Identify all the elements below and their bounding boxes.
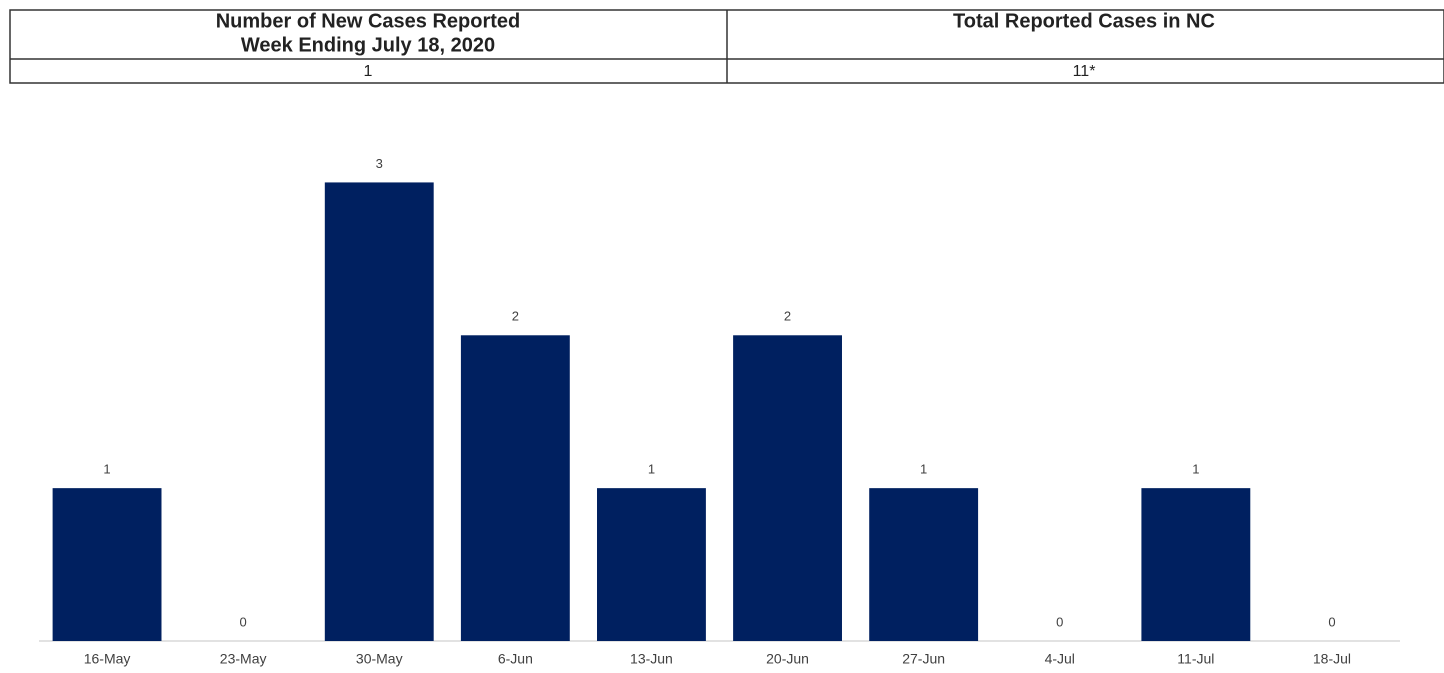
data-label: 0: [1328, 614, 1335, 629]
x-tick-label: 11-Jul: [1177, 651, 1214, 667]
data-label: 0: [1056, 614, 1063, 629]
data-label: 2: [784, 309, 791, 324]
data-label: 1: [1192, 462, 1199, 477]
x-tick-label: 20-Jun: [766, 651, 809, 667]
x-tick-label: 30-May: [356, 651, 403, 667]
bar: [52, 488, 162, 641]
data-label: 3: [376, 156, 383, 171]
table-header: Total Reported Cases in NC: [953, 10, 1215, 32]
bar: [324, 182, 434, 641]
x-tick-label: 6-Jun: [498, 651, 533, 667]
x-tick-label: 4-Jul: [1045, 651, 1075, 667]
table-header: Week Ending July 18, 2020: [241, 34, 495, 56]
table-value: 1: [364, 63, 373, 80]
x-tick-label: 13-Jun: [630, 651, 673, 667]
data-label: 1: [920, 462, 927, 477]
x-tick-label: 18-Jul: [1313, 651, 1351, 667]
data-label: 1: [648, 462, 655, 477]
data-label: 0: [240, 614, 247, 629]
table-header: Number of New Cases Reported: [216, 10, 521, 32]
data-label: 2: [512, 309, 519, 324]
bar: [460, 335, 570, 641]
bar: [733, 335, 842, 641]
bar: [1141, 488, 1251, 641]
bar: [869, 488, 979, 641]
x-tick-label: 27-Jun: [902, 651, 945, 667]
table-value: 11*: [1073, 63, 1096, 80]
data-label: 1: [103, 462, 110, 477]
x-tick-label: 16-May: [84, 651, 131, 667]
bar: [597, 488, 706, 641]
x-tick-label: 23-May: [220, 651, 267, 667]
